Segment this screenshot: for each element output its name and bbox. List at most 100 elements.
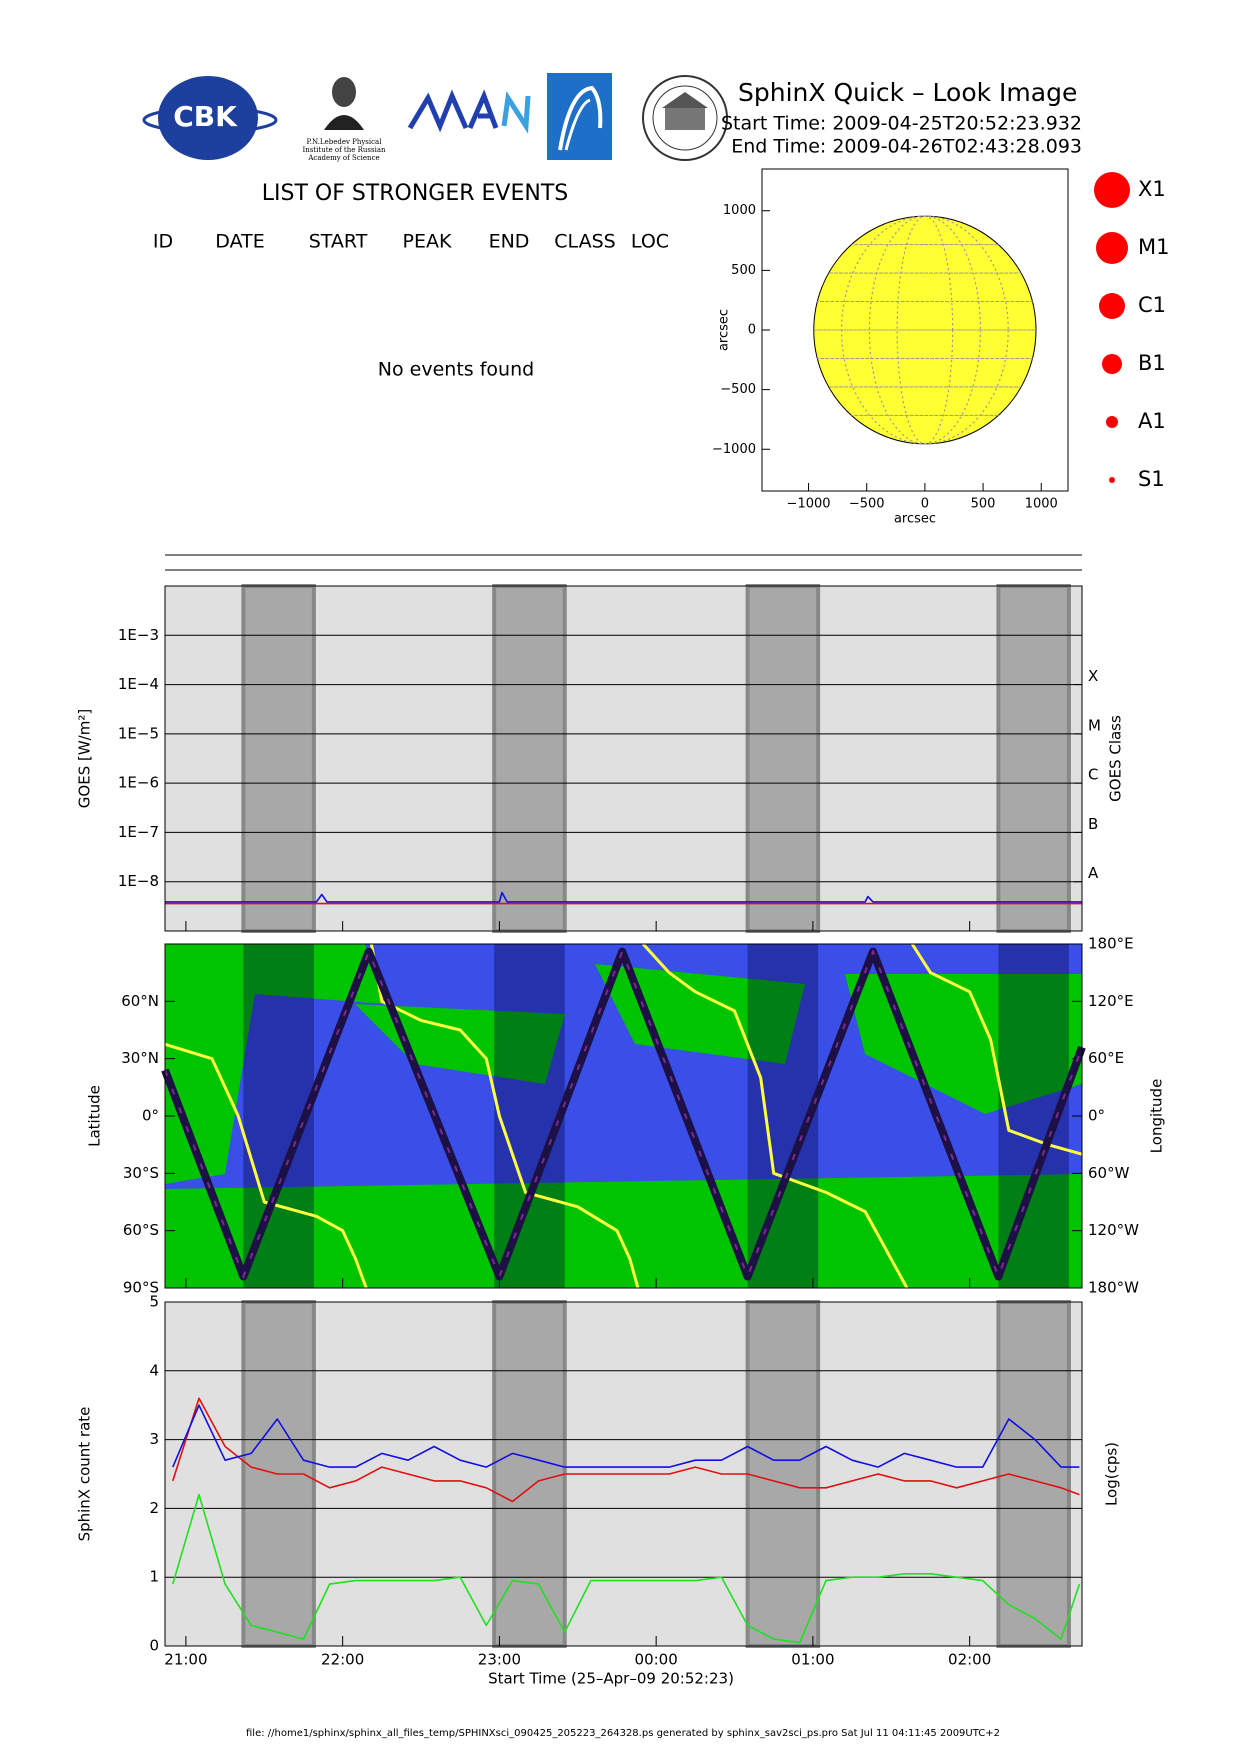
y-tick-label: 1E−8 — [118, 872, 159, 890]
map-region — [355, 1004, 565, 1084]
x-tick-label: 00:00 — [635, 1651, 678, 1669]
title: SphinX Quick – Look Image — [738, 78, 1077, 107]
logo-lebedev: P.N.Lebedev Physical Institute of the Ru… — [302, 74, 386, 162]
y-tick-label: 1000 — [723, 203, 756, 218]
eclipse-band — [492, 1300, 567, 1648]
logo-seal — [642, 75, 728, 161]
plot-background — [165, 586, 1082, 931]
y2-tick-label: 180°W — [1088, 1279, 1139, 1297]
map-region — [165, 1174, 1082, 1288]
y-tick-label: 90°S — [123, 1279, 159, 1297]
column-header: ID — [153, 231, 173, 253]
series-line — [172, 1404, 1080, 1468]
eclipse-band — [492, 584, 567, 933]
map-region — [165, 944, 385, 1184]
y-tick-label: 1E−7 — [118, 823, 159, 841]
y-tick-label: 0° — [142, 1107, 159, 1125]
end-time: End Time: 2009-04-26T02:43:28.093 — [731, 136, 1082, 158]
y-axis-label: GOES [W/m²] — [76, 709, 94, 808]
y-tick-label: 30°N — [121, 1049, 159, 1067]
eclipse-band — [745, 1300, 821, 1648]
y-tick-label: −1000 — [712, 442, 756, 457]
y-tick-label: 30°S — [123, 1164, 159, 1182]
plot-frame — [164, 943, 1083, 1289]
legend-label: C1 — [1138, 293, 1166, 317]
legend-marker — [1094, 172, 1130, 208]
latitude-track — [161, 947, 1086, 1281]
column-header: DATE — [215, 231, 264, 253]
legend-marker — [1106, 416, 1118, 428]
y2-tick-label: 60°W — [1088, 1164, 1130, 1182]
y2-axis-label: Longitude — [1148, 1079, 1166, 1154]
y2-tick-label: M — [1088, 716, 1101, 734]
y2-tick-label: X — [1088, 667, 1098, 685]
footer: file: //home1/sphinx/sphinx_all_files_te… — [246, 1728, 1000, 1739]
legend-label: B1 — [1138, 351, 1166, 375]
y-tick-label: 5 — [149, 1293, 159, 1311]
events-message: No events found — [378, 359, 534, 381]
y-tick-label: 60°N — [121, 992, 159, 1010]
x-tick-label: 500 — [971, 497, 996, 512]
logo-caption: P.N.Lebedev Physical — [307, 138, 383, 146]
y2-tick-label: C — [1088, 766, 1098, 784]
eclipse-band — [241, 584, 316, 933]
y2-tick-label: 120°E — [1088, 992, 1134, 1010]
x-tick-label: 01:00 — [791, 1651, 834, 1669]
disk-grid — [841, 215, 1009, 445]
column-header: LOC — [631, 231, 669, 253]
y2-tick-label: A — [1088, 864, 1099, 882]
legend-label: M1 — [1138, 235, 1169, 259]
y-axis-label: SphinX count rate — [76, 1407, 94, 1542]
series-line — [165, 891, 1082, 903]
legend-label: S1 — [1138, 467, 1165, 491]
logo-arc — [547, 73, 612, 160]
x-tick-label: 1000 — [1025, 497, 1058, 512]
legend-label: X1 — [1138, 177, 1166, 201]
start-time: Start Time: 2009-04-25T20:52:23.932 — [721, 113, 1082, 135]
logo-cbk: CBK — [142, 76, 278, 160]
column-header: START — [309, 231, 368, 253]
y2-tick-label: 120°W — [1088, 1221, 1139, 1239]
logo-caption: Academy of Science — [307, 154, 379, 162]
y2-axis-label: Log(cps) — [1103, 1442, 1121, 1506]
y-tick-label: 4 — [149, 1361, 159, 1379]
y2-axis-label: GOES Class — [1107, 715, 1125, 802]
column-header: END — [489, 231, 530, 253]
x-tick-label: 23:00 — [478, 1651, 521, 1669]
x-axis-label: Start Time (25–Apr–09 20:52:23) — [488, 1670, 734, 1688]
events-title: LIST OF STRONGER EVENTS — [262, 181, 569, 206]
map-region — [595, 964, 805, 1064]
legend-marker — [1102, 354, 1122, 374]
y-axis-label: Latitude — [86, 1085, 104, 1147]
y2-tick-label: B — [1088, 815, 1098, 833]
y-tick-label: 0 — [149, 1637, 159, 1655]
legend-marker — [1099, 293, 1125, 319]
map-region — [845, 974, 1082, 1114]
y-tick-label: 1E−5 — [118, 724, 159, 742]
y-tick-label: 0 — [748, 323, 756, 338]
plot-frame — [164, 1301, 1083, 1647]
x-axis-label: arcsec — [894, 512, 936, 527]
logo-wave — [407, 89, 531, 134]
y-tick-label: 2 — [149, 1499, 159, 1517]
x-tick-label: −500 — [849, 497, 885, 512]
y2-tick-label: 0° — [1088, 1107, 1105, 1125]
plot-frame — [164, 585, 1083, 932]
y-axis-label: arcsec — [717, 309, 732, 351]
eclipse-band — [494, 944, 565, 1288]
y-tick-label: 3 — [149, 1430, 159, 1448]
y-tick-label: 1E−6 — [118, 774, 159, 792]
y-tick-label: 1E−3 — [118, 626, 159, 644]
y-tick-label: −500 — [720, 382, 756, 397]
x-tick-label: −1000 — [787, 497, 831, 512]
legend-label: A1 — [1138, 409, 1166, 433]
x-tick-label: 22:00 — [321, 1651, 364, 1669]
legend-marker — [1109, 477, 1115, 483]
y-tick-label: 1 — [149, 1568, 159, 1586]
y-tick-label: 1E−4 — [118, 675, 159, 693]
column-header: CLASS — [554, 231, 615, 253]
y-tick-label: 500 — [731, 263, 756, 278]
column-header: PEAK — [403, 231, 452, 253]
